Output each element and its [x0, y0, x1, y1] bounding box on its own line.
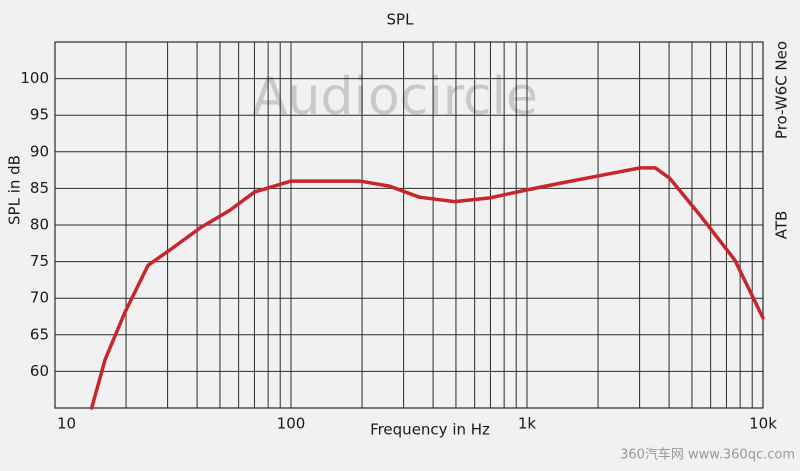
x-axis-title: Frequency in Hz — [370, 421, 490, 439]
y-tick-label: 75 — [30, 252, 49, 270]
y-tick-label: 80 — [30, 216, 49, 234]
y-tick-label: 95 — [30, 106, 49, 124]
chart-title: SPL — [387, 11, 415, 29]
y-tick-label: 60 — [30, 362, 49, 380]
x-tick-label: 1k — [518, 415, 537, 433]
y-tick-label: 85 — [30, 179, 49, 197]
x-tick-label: 10 — [57, 415, 76, 433]
annotation: ATB — [773, 211, 791, 240]
y-axis-title: SPL in dB — [6, 155, 24, 225]
y-tick-label: 70 — [30, 289, 49, 307]
watermark: Audiocircle — [252, 67, 538, 127]
y-tick-label: 90 — [30, 142, 49, 160]
y-tick-label: 100 — [20, 69, 49, 87]
x-tick-label: 100 — [277, 415, 306, 433]
annotation: Pro-W6C Neo — [773, 41, 791, 139]
y-tick-label: 65 — [30, 325, 49, 343]
x-tick-label: 10k — [749, 415, 777, 433]
watermark: 360汽车网 www.360qc.com — [620, 447, 795, 463]
data-line — [89, 166, 765, 410]
